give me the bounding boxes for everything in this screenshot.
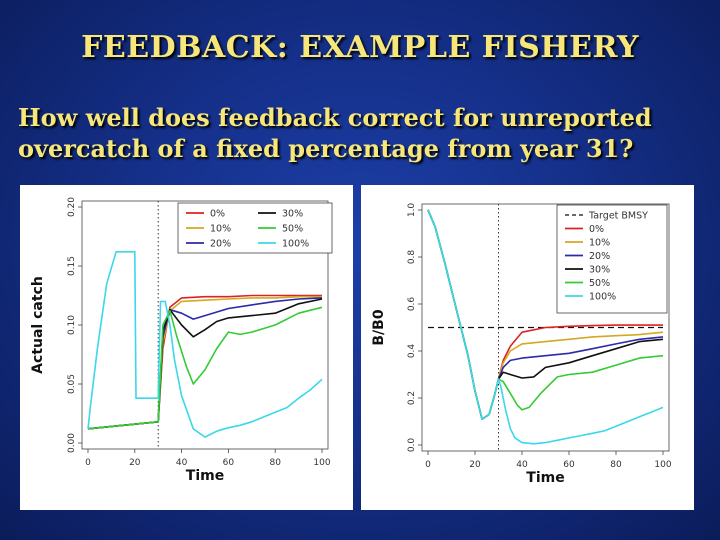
y-tick-label: 0.15: [67, 256, 77, 276]
legend-label: 50%: [282, 224, 303, 235]
x-axis-title: Time: [526, 470, 564, 486]
legend-label: 0%: [210, 209, 225, 220]
y-axis-title: Actual catch: [30, 276, 46, 374]
legend-label: 100%: [589, 292, 616, 303]
legend-label: 30%: [589, 265, 610, 276]
y-tick-label: 0.20: [67, 197, 77, 217]
series-line-10: [87, 295, 322, 430]
legend-label: 50%: [589, 278, 610, 289]
x-tick-label: 60: [563, 460, 575, 470]
legend-label: 30%: [282, 209, 303, 220]
legend-label: 20%: [210, 239, 231, 250]
legend-label: 0%: [589, 224, 604, 235]
y-tick-label: 0.2: [407, 391, 417, 405]
y-tick-label: 0.05: [67, 374, 77, 394]
x-tick-label: 40: [516, 460, 528, 470]
x-tick-label: 0: [425, 460, 431, 470]
x-tick-label: 0: [85, 458, 91, 468]
x-tick-label: 100: [313, 458, 330, 468]
legend-label: 10%: [589, 238, 610, 249]
slide-question: How well does feedback correct for unrep…: [18, 103, 652, 163]
y-axis-title: B/B0: [371, 309, 387, 345]
series-line-100: [427, 209, 664, 445]
y-tick-label: 0.8: [407, 250, 417, 265]
x-tick-label: 80: [610, 460, 622, 470]
y-tick-label: 0.4: [407, 344, 417, 359]
legend-box: [556, 204, 668, 314]
y-tick-label: 1.0: [407, 203, 417, 218]
x-tick-label: 100: [654, 460, 671, 470]
series-line-100: [87, 251, 323, 438]
legend-label: 100%: [282, 239, 309, 250]
y-tick-label: 0.6: [407, 297, 417, 312]
series-line-50: [87, 306, 323, 430]
actual-catch-chart-panel: 0 20 40 60 80 100 0.00 0.05 0.10 0.15 0.20 Time Actu…: [20, 185, 353, 510]
series-line-20: [87, 297, 323, 430]
x-tick-label: 20: [129, 458, 141, 468]
legend-label: 20%: [589, 251, 610, 262]
plot-frame: [421, 203, 670, 452]
legend-label: Target BMSY: [588, 211, 648, 222]
x-tick-label: 60: [223, 458, 235, 468]
actual-catch-chart: 0 20 40 60 80 100 0.00 0.05 0.10 0.15 0.20 Time Actu…: [30, 197, 333, 484]
legend-label: 10%: [210, 224, 231, 235]
y-tick-label: 0.0: [407, 438, 417, 453]
slide-title: FEEDBACK: EXAMPLE FISHERY: [81, 30, 639, 65]
x-tick-label: 80: [269, 458, 281, 468]
x-tick-label: 20: [469, 460, 481, 470]
biomass-ratio-chart-panel: 0 20 40 60 80 100 0.0 0.2 0.4 0.6 0.8 1.0 Time B/B0 Ta…: [361, 185, 694, 510]
x-axis-title: Time: [186, 468, 224, 484]
x-tick-label: 40: [176, 458, 188, 468]
biomass-ratio-chart: 0 20 40 60 80 100 0.0 0.2 0.4 0.6 0.8 1.0 Time B/B0 Ta…: [371, 203, 672, 486]
y-tick-label: 0.00: [67, 433, 77, 453]
y-tick-label: 0.10: [67, 315, 77, 335]
